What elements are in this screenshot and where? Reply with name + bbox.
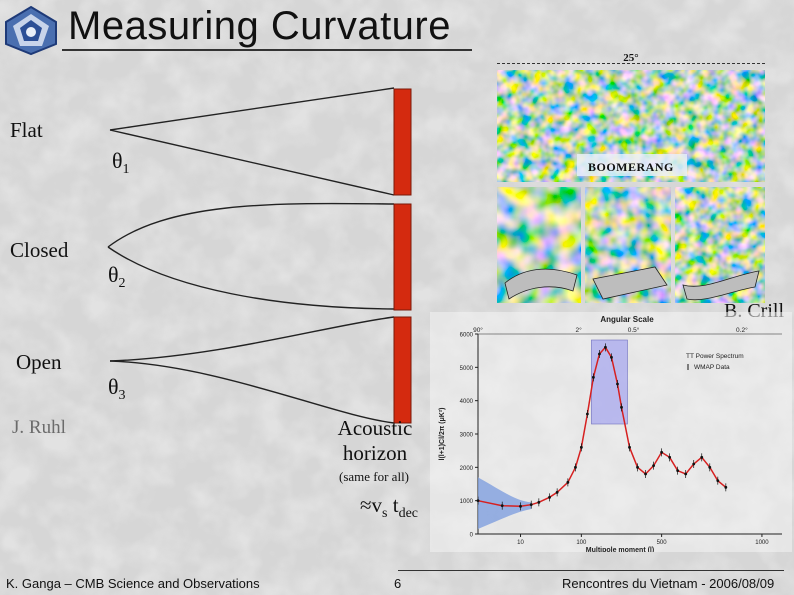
- data-point: [716, 479, 720, 483]
- label-open: Open: [16, 350, 62, 374]
- data-point: [708, 465, 712, 469]
- geometry-diagram: [107, 87, 412, 424]
- top-tick-label: 0.5°: [628, 326, 640, 334]
- data-point: [660, 450, 664, 454]
- best-fit-curve: [477, 346, 727, 508]
- theta-3: θ3: [108, 374, 126, 403]
- data-point: [585, 412, 589, 416]
- flat-ray-upper: [109, 87, 395, 131]
- closed-ray-upper: [107, 202, 395, 248]
- map-scale-label: 25°: [623, 52, 639, 64]
- y-tick-label: 3000: [460, 433, 474, 439]
- open-ray-upper: [109, 316, 395, 362]
- data-point: [692, 462, 696, 466]
- data-point: [598, 352, 601, 356]
- acoustic-note: (same for all): [338, 469, 410, 484]
- closed-ray-lower: [107, 246, 395, 310]
- boomerang-map-flat: [585, 187, 671, 303]
- x-tick-label: 500: [657, 540, 668, 546]
- x-tick-label: 1000: [755, 540, 769, 546]
- y-tick-label: 2000: [460, 466, 474, 472]
- y-tick-label: 1000: [460, 499, 474, 505]
- data-point: [676, 469, 680, 473]
- y-tick-label: 4000: [460, 399, 474, 405]
- acoustic-line1: Acoustic: [337, 416, 413, 440]
- top-tick-label: 90°: [473, 326, 483, 334]
- boomerang-map-closed: [497, 187, 581, 303]
- data-point: [610, 355, 613, 359]
- credit-ruhl: J. Ruhl: [12, 417, 66, 438]
- data-point: [566, 480, 570, 484]
- label-flat: Flat: [10, 118, 43, 142]
- angular-scale-label: Angular Scale: [600, 315, 654, 324]
- data-point: [574, 465, 577, 469]
- y-tick-label: 5000: [460, 366, 474, 372]
- acoustic-formula: ≈vs tdec: [360, 493, 419, 521]
- x-axis-label: Multipole moment (l): [586, 547, 654, 552]
- theta-1: θ1: [112, 148, 130, 177]
- legend-title: TT Power Spectrum: [686, 353, 744, 360]
- open-bar: [393, 316, 412, 424]
- y-axis-label: l(l+1)Cl/2π (μK²): [439, 407, 446, 460]
- map-scale-bar: 25°: [497, 52, 765, 69]
- x-tick-label: 100: [576, 540, 587, 546]
- boomerang-map-open: [675, 187, 765, 303]
- cosmic-variance-band: [478, 477, 532, 529]
- data-point: [636, 465, 639, 469]
- data-point: [591, 375, 595, 379]
- boomerang-label: BOOMERANG: [588, 160, 674, 174]
- data-point: [724, 485, 728, 489]
- footer-rule: [398, 570, 784, 571]
- y-tick-label: 0: [470, 533, 474, 539]
- data-point: [644, 472, 647, 476]
- data-point: [548, 495, 551, 499]
- x-tick-label: 10: [517, 540, 524, 546]
- data-point: [604, 345, 607, 349]
- acoustic-line2: horizon: [342, 441, 408, 465]
- data-point: [652, 464, 655, 468]
- flat-bar: [393, 88, 412, 196]
- theta-2: θ2: [108, 262, 126, 291]
- data-point: [519, 504, 522, 508]
- top-tick-label: 0.2°: [736, 326, 748, 334]
- data-point: [700, 455, 704, 459]
- legend-series: WMAP Data: [694, 364, 730, 371]
- footer-presenter: K. Ganga – CMB Science and Observations: [6, 576, 260, 591]
- page-number: 6: [394, 576, 402, 591]
- data-point: [500, 504, 504, 508]
- footer-event: Rencontres du Vietnam - 2006/08/09: [562, 576, 775, 591]
- closed-bar: [393, 203, 412, 311]
- label-closed: Closed: [10, 238, 69, 262]
- data-point: [476, 499, 480, 503]
- boomerang-map-wide: [497, 70, 765, 182]
- y-tick-label: 6000: [460, 333, 474, 339]
- title-underline: [62, 49, 472, 51]
- institution-logo: [5, 5, 57, 56]
- data-point: [537, 500, 541, 504]
- top-tick-label: 2°: [575, 326, 582, 334]
- slide-title: Measuring Curvature: [68, 4, 451, 48]
- data-point: [555, 490, 559, 494]
- data-point: [529, 503, 533, 507]
- power-spectrum-chart: Angular Scale 0 1000 2000 3000 4000 5000 6000 1…: [430, 312, 792, 552]
- data-point: [668, 455, 672, 459]
- data-point: [616, 382, 619, 386]
- data-point: [620, 405, 623, 409]
- acoustic-horizon-label: Acoustic horizon: [322, 416, 428, 466]
- flat-ray-lower: [109, 129, 395, 196]
- data-point: [579, 445, 583, 449]
- open-ray-lower: [109, 360, 395, 424]
- data-point: [628, 445, 631, 449]
- data-point: [684, 472, 688, 476]
